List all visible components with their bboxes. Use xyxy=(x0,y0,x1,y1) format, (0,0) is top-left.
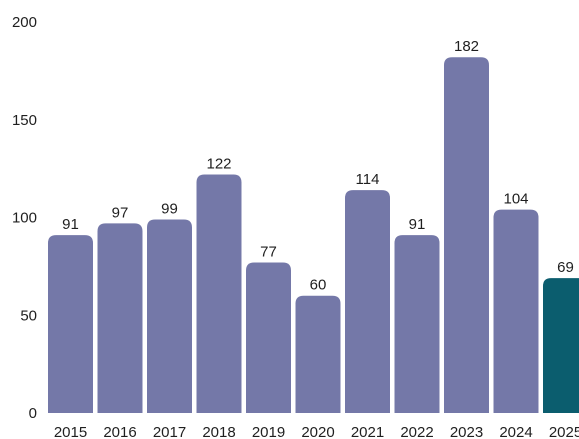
bar-2023 xyxy=(444,57,489,413)
bar-2016 xyxy=(97,223,143,413)
x-category-label: 2020 xyxy=(301,424,334,439)
bar-2025 xyxy=(543,278,579,413)
bar-value-label: 77 xyxy=(260,243,277,260)
bar-2019 xyxy=(246,262,291,413)
x-category-label: 2016 xyxy=(103,424,136,439)
bar-value-label: 104 xyxy=(503,191,528,208)
bar-series xyxy=(48,57,579,413)
x-category-label: 2025 xyxy=(549,424,579,439)
bar-value-label: 182 xyxy=(454,38,479,55)
x-category-label: 2024 xyxy=(499,424,532,439)
y-tick-label: 50 xyxy=(20,307,37,324)
bar-value-label: 97 xyxy=(112,204,129,221)
y-tick-label: 150 xyxy=(12,112,37,129)
x-category-label: 2019 xyxy=(252,424,285,439)
bar-2022 xyxy=(394,235,440,413)
bar-value-label: 99 xyxy=(161,200,178,217)
bar-2021 xyxy=(345,190,390,413)
x-category-label: 2015 xyxy=(54,424,87,439)
x-category-label: 2017 xyxy=(153,424,186,439)
bar-2020 xyxy=(295,295,341,413)
y-tick-label: 100 xyxy=(12,210,37,227)
bar-2015 xyxy=(48,235,93,413)
bar-value-label: 114 xyxy=(356,171,380,188)
x-category-label: 2018 xyxy=(202,424,235,439)
y-tick-label: 200 xyxy=(12,14,37,31)
y-axis-tick-labels: 0 50 100 150 200 xyxy=(12,14,37,422)
x-category-label: 2022 xyxy=(400,424,433,439)
bar-2018 xyxy=(196,174,242,413)
bar-value-labels: 91 97 99 122 77 60 114 91 182 104 69 xyxy=(62,38,574,294)
bar-2024 xyxy=(493,209,539,413)
bar-value-label: 69 xyxy=(557,259,574,276)
bar-value-label: 122 xyxy=(206,155,231,172)
x-category-label: 2021 xyxy=(351,424,384,439)
x-axis-category-labels: 2015 2016 2017 2018 2019 2020 2021 2022 2023 2024… xyxy=(54,424,579,439)
bar-2017 xyxy=(147,219,192,413)
y-tick-label: 0 xyxy=(29,405,37,422)
bar-value-label: 91 xyxy=(409,216,426,233)
x-category-label: 2023 xyxy=(450,424,483,439)
bar-value-label: 91 xyxy=(62,216,79,233)
bar-value-label: 60 xyxy=(310,277,327,294)
